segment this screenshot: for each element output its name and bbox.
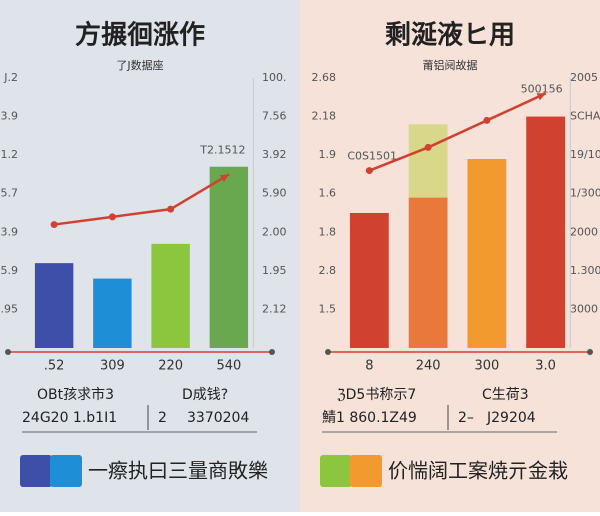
axis-end	[269, 349, 275, 355]
trend-point	[483, 116, 491, 124]
chart-title: 方搌徊涨作	[75, 20, 205, 51]
y-tick-label: 2.68	[312, 71, 337, 84]
annotation: C0S1501	[347, 150, 397, 163]
footer-cell: 3370204	[187, 410, 249, 426]
y-tick-label: 5.7	[1, 187, 19, 200]
y-tick-label: 1.8	[319, 225, 337, 238]
footer-heading: D成钱?	[182, 387, 228, 403]
legend-swatch	[350, 455, 382, 487]
legend-label: 价惴阔工案焼亓金栽	[388, 459, 568, 483]
x-tick-label: 540	[216, 359, 241, 374]
bar	[209, 166, 249, 348]
y-tick-label: 2.18	[312, 110, 337, 123]
x-tick-label: 3.0	[535, 359, 556, 374]
x-tick-label: 8	[365, 359, 373, 374]
y2-tick-label: 1.3000	[570, 264, 600, 277]
x-tick-label: 300	[474, 359, 499, 374]
y2-tick-label: SCHAE	[570, 110, 600, 123]
y-tick-label: 5.9	[1, 264, 19, 277]
trend-point	[424, 143, 432, 151]
legend-swatch	[50, 455, 82, 487]
y-tick-label: 1.2	[1, 148, 19, 161]
annotation: T2.1512	[199, 143, 245, 156]
y-tick-label: J.2	[3, 71, 18, 84]
arrow-head	[219, 174, 229, 182]
arrow-head	[536, 93, 546, 101]
y2-tick-label: 2000	[570, 225, 598, 238]
x-tick-label: .52	[44, 359, 65, 374]
legend-swatch	[20, 455, 52, 487]
y-tick-label: 3.9	[1, 225, 19, 238]
bar	[34, 263, 74, 348]
bar	[467, 159, 507, 348]
y2-tick-label: 1/3000	[570, 187, 600, 200]
footer-heading: C生荷3	[482, 387, 529, 403]
legend-swatch	[320, 455, 352, 487]
chart-subtitle: 莆铝阋故据	[423, 58, 478, 72]
footer-cell: 24G20 1.b1I1	[22, 410, 117, 426]
y2-tick-label: 2005	[570, 71, 598, 84]
trend-point	[108, 213, 116, 221]
y2-tick-label: 2.00	[262, 225, 287, 238]
bar	[408, 197, 448, 348]
y2-tick-label: 2.12	[262, 302, 287, 315]
trend-point	[50, 221, 58, 229]
left-panel	[0, 0, 300, 512]
axis-end	[5, 349, 11, 355]
stacked-bar	[408, 124, 448, 198]
y-tick-label: 1.6	[319, 187, 337, 200]
footer-cell: 鯖1 860.1Z49	[322, 410, 417, 426]
y-tick-label: 7.95	[0, 302, 18, 315]
footer-heading: OBt孩求市3	[37, 386, 114, 403]
y2-tick-label: 3.92	[262, 148, 287, 161]
trend-line	[368, 92, 547, 172]
y-tick-label: 1.9	[319, 148, 337, 161]
y-tick-label: 1.5	[319, 302, 337, 315]
x-tick-label: 220	[158, 359, 183, 374]
y2-tick-label: 3000	[570, 302, 598, 315]
trend-point	[365, 167, 373, 175]
trend-point	[167, 205, 175, 213]
bar	[349, 213, 389, 348]
y2-tick-label: 100.	[262, 71, 287, 84]
y2-tick-label: 7.56	[262, 110, 287, 123]
legend-label: 一瘵执曰三量商敗樂	[88, 459, 268, 483]
footer-heading: ℨD5书称示7	[337, 387, 416, 403]
x-tick-label: 309	[100, 359, 125, 374]
x-tick-label: 240	[416, 359, 441, 374]
bar	[151, 243, 190, 348]
annotation: 500156	[521, 82, 563, 95]
y2-tick-label: 5.90	[262, 187, 287, 200]
chart-subtitle: 了J数据座	[116, 58, 163, 72]
footer-cell: J29204	[486, 410, 536, 426]
chart-title: 剩涎液ヒ用	[385, 21, 515, 51]
bar	[526, 116, 566, 348]
footer-cell: 2	[158, 410, 167, 426]
bar	[93, 278, 132, 348]
y-tick-label: 3.9	[1, 110, 19, 123]
y2-tick-label: 19/1000	[570, 148, 600, 161]
axis-end	[587, 349, 593, 355]
footer-cell: 2–	[458, 410, 474, 426]
y2-tick-label: 1.95	[262, 264, 287, 277]
y-tick-label: 2.8	[319, 264, 337, 277]
axis-end	[325, 349, 331, 355]
trend-line	[53, 173, 230, 226]
